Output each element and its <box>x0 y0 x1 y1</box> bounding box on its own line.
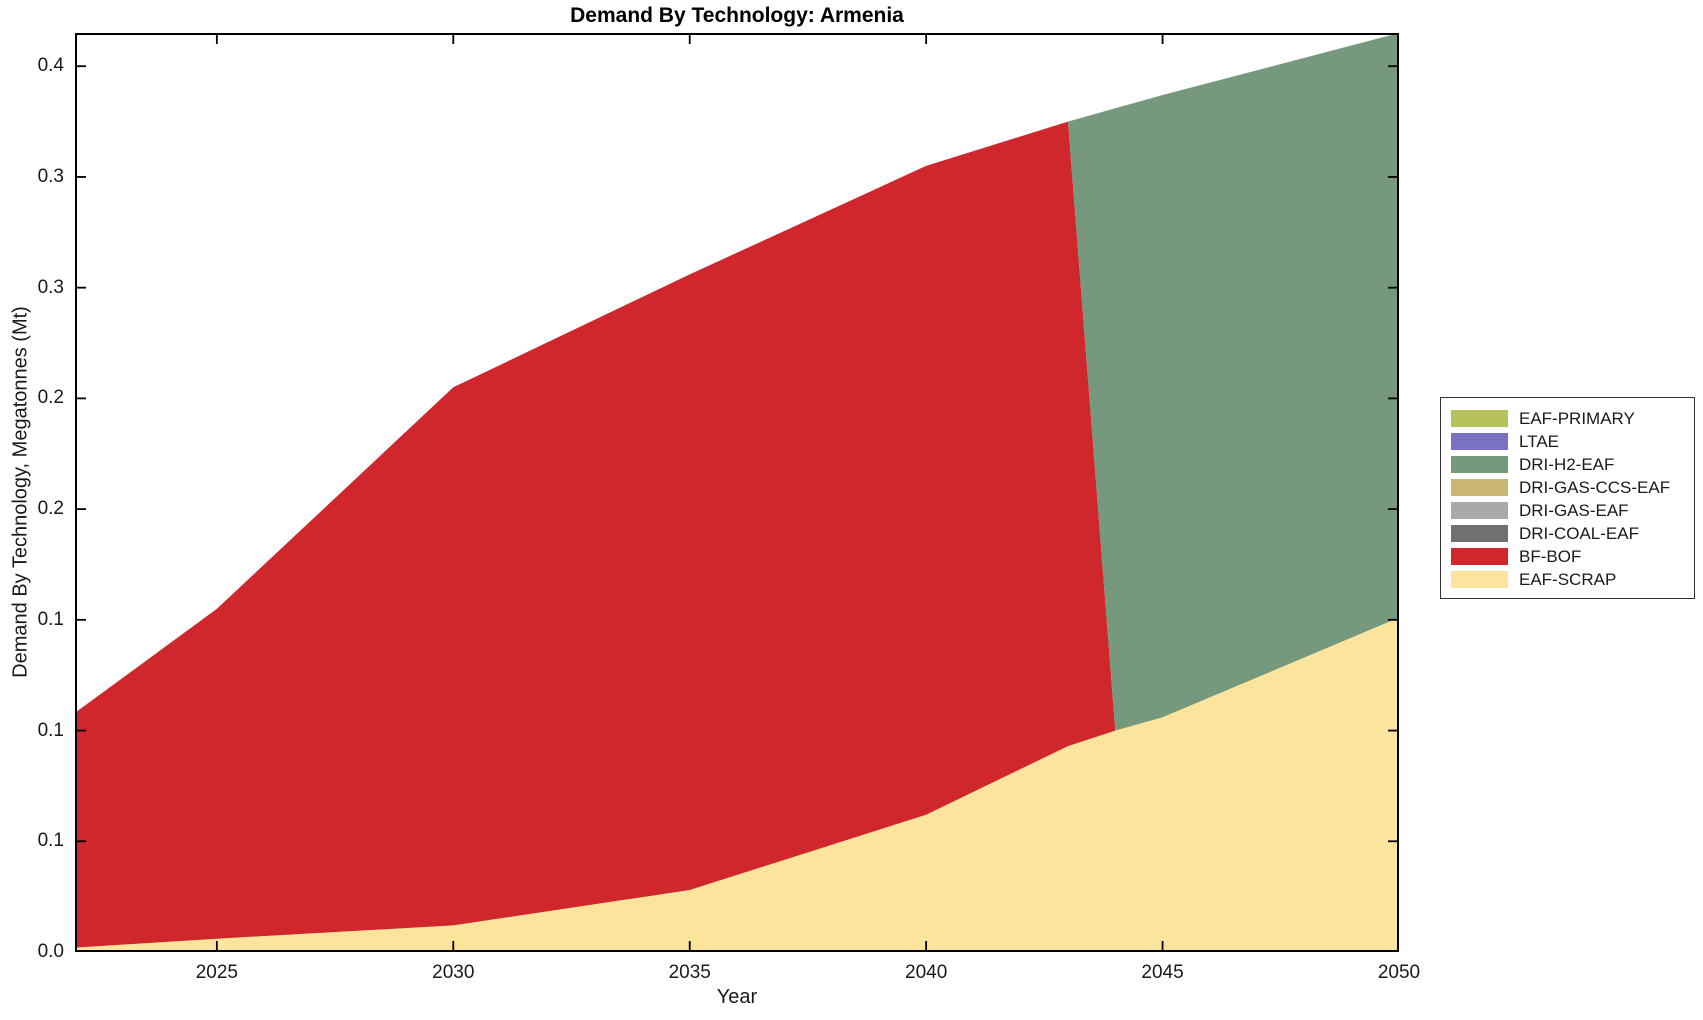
legend-label: DRI-GAS-EAF <box>1519 500 1629 520</box>
plot-area <box>75 33 1399 952</box>
legend-swatch-dri-gas-ccs-eaf <box>1451 479 1508 496</box>
legend-label: DRI-H2-EAF <box>1519 454 1615 474</box>
area-series-eaf-scrap <box>75 617 1399 952</box>
legend-item-dri-coal-eaf: DRI-COAL-EAF <box>1451 522 1684 545</box>
chart-title: Demand By Technology: Armenia <box>570 4 904 27</box>
legend-label: BF-BOF <box>1519 546 1582 566</box>
legend: EAF-PRIMARY LTAE DRI-H2-EAF DRI-GAS-CCS-EAF… <box>1440 397 1695 599</box>
area-series-bf-bof <box>75 121 1399 948</box>
legend-swatch-bf-bof <box>1451 548 1508 565</box>
x-tick-label-2045: 2045 <box>1141 962 1184 983</box>
y-tick-label-0: 0.0 <box>37 941 64 962</box>
x-axis-label: Year <box>716 986 758 1008</box>
y-tick-label-5: 0.2 <box>37 387 64 409</box>
legend-label: EAF-PRIMARY <box>1519 408 1635 428</box>
legend-item-dri-gas-eaf: DRI-GAS-EAF <box>1451 499 1684 522</box>
x-tick-label-2025: 2025 <box>195 962 238 983</box>
y-axis-label: Demand By Technology, Megatonnes (Mt) <box>9 306 32 678</box>
y-tick-label-8: 0.4 <box>37 55 64 77</box>
plot-border <box>75 33 1399 952</box>
legend-item-bf-bof: BF-BOF <box>1451 545 1684 568</box>
legend-label: DRI-GAS-CCS-EAF <box>1519 477 1671 497</box>
y-tick-label-7: 0.3 <box>37 165 64 187</box>
legend-swatch-eaf-scrap <box>1451 571 1508 588</box>
x-tick-label-2035: 2035 <box>668 962 711 983</box>
y-tick-label-6: 0.3 <box>37 276 64 298</box>
legend-label: DRI-COAL-EAF <box>1519 523 1639 543</box>
x-tick-label-2030: 2030 <box>432 962 475 983</box>
legend-item-dri-gas-ccs-eaf: DRI-GAS-CCS-EAF <box>1451 476 1684 499</box>
legend-swatch-dri-h2-eaf <box>1451 456 1508 473</box>
legend-swatch-dri-coal-eaf <box>1451 525 1508 542</box>
legend-label: EAF-SCRAP <box>1519 569 1617 589</box>
legend-item-ltae: LTAE <box>1451 430 1684 453</box>
legend-swatch-ltae <box>1451 433 1508 450</box>
legend-item-dri-h2-eaf: DRI-H2-EAF <box>1451 453 1684 476</box>
y-tick-label-1: 0.1 <box>37 830 64 852</box>
legend-item-eaf-scrap: EAF-SCRAP <box>1451 568 1684 591</box>
x-tick-label-2050: 2050 <box>1377 962 1421 983</box>
y-tick-label-2: 0.1 <box>37 719 64 741</box>
legend-item-eaf-primary: EAF-PRIMARY <box>1451 407 1684 430</box>
legend-label: LTAE <box>1519 431 1559 451</box>
legend-swatch-dri-gas-eaf <box>1451 502 1508 519</box>
y-tick-label-4: 0.2 <box>37 498 64 520</box>
y-tick-label-3: 0.1 <box>37 608 64 630</box>
x-tick-label-2040: 2040 <box>905 962 948 983</box>
legend-swatch-eaf-primary <box>1451 410 1508 427</box>
area-series-dri-h2-eaf <box>75 33 1399 731</box>
